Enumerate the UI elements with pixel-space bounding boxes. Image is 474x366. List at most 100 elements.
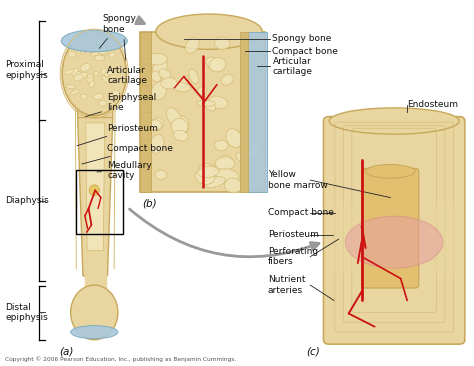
Text: Compact bone: Compact bone	[82, 144, 173, 164]
Text: Spongy
bone: Spongy bone	[99, 14, 136, 48]
Ellipse shape	[151, 117, 164, 131]
Ellipse shape	[104, 72, 110, 77]
Ellipse shape	[226, 129, 242, 147]
Ellipse shape	[161, 78, 177, 89]
Ellipse shape	[96, 40, 103, 45]
Ellipse shape	[215, 159, 227, 171]
Ellipse shape	[68, 52, 76, 57]
Ellipse shape	[209, 57, 226, 72]
Ellipse shape	[198, 166, 219, 178]
Ellipse shape	[147, 53, 167, 65]
Ellipse shape	[66, 85, 75, 89]
Ellipse shape	[171, 119, 188, 135]
Ellipse shape	[151, 71, 161, 82]
Text: Articular
cartilage: Articular cartilage	[273, 57, 312, 76]
Ellipse shape	[185, 38, 199, 53]
Ellipse shape	[195, 170, 215, 184]
Ellipse shape	[87, 75, 93, 82]
Ellipse shape	[215, 157, 235, 170]
Text: (a): (a)	[60, 346, 74, 356]
Text: Medullary
cavity: Medullary cavity	[97, 161, 152, 180]
FancyBboxPatch shape	[140, 32, 265, 192]
Ellipse shape	[151, 82, 167, 100]
Ellipse shape	[150, 134, 164, 153]
Ellipse shape	[94, 71, 99, 75]
Ellipse shape	[205, 102, 216, 111]
Ellipse shape	[199, 164, 215, 174]
Ellipse shape	[215, 140, 228, 151]
Ellipse shape	[214, 37, 230, 49]
Ellipse shape	[93, 93, 103, 100]
Ellipse shape	[106, 69, 114, 75]
Ellipse shape	[89, 185, 100, 196]
Ellipse shape	[112, 90, 120, 97]
Bar	[76, 170, 123, 234]
Text: Perforating
fibers: Perforating fibers	[268, 247, 318, 266]
Ellipse shape	[98, 51, 109, 55]
Text: Diaphysis: Diaphysis	[5, 196, 49, 205]
Text: Spongy bone: Spongy bone	[273, 34, 332, 44]
Ellipse shape	[179, 75, 189, 88]
Text: Yellow
bone marrow: Yellow bone marrow	[268, 171, 328, 190]
Ellipse shape	[172, 82, 191, 92]
Ellipse shape	[99, 51, 107, 54]
Text: Periosteum: Periosteum	[77, 124, 158, 146]
Ellipse shape	[81, 51, 85, 54]
Ellipse shape	[204, 176, 225, 187]
Text: Proximal
epiphysis: Proximal epiphysis	[5, 60, 48, 80]
Ellipse shape	[155, 170, 167, 180]
Text: Copyright © 2006 Pearson Education, Inc., publishing as Benjamin Cummings.: Copyright © 2006 Pearson Education, Inc.…	[5, 356, 237, 362]
Text: Compact bone: Compact bone	[273, 46, 338, 56]
Ellipse shape	[90, 48, 95, 52]
Ellipse shape	[99, 100, 107, 106]
Text: (b): (b)	[143, 198, 157, 208]
Ellipse shape	[101, 76, 110, 83]
FancyBboxPatch shape	[140, 32, 151, 192]
Ellipse shape	[62, 32, 127, 116]
Ellipse shape	[75, 71, 82, 77]
Text: Endosteum: Endosteum	[407, 100, 458, 109]
FancyBboxPatch shape	[323, 117, 465, 344]
Ellipse shape	[173, 130, 189, 141]
Ellipse shape	[166, 108, 182, 127]
Ellipse shape	[197, 100, 215, 106]
Ellipse shape	[71, 285, 118, 340]
Ellipse shape	[219, 155, 232, 165]
Ellipse shape	[87, 74, 93, 78]
Ellipse shape	[206, 165, 221, 175]
Text: Compact bone: Compact bone	[268, 208, 334, 217]
Ellipse shape	[153, 60, 167, 75]
Ellipse shape	[206, 57, 223, 72]
Text: (c): (c)	[306, 346, 319, 356]
Ellipse shape	[216, 169, 239, 182]
Ellipse shape	[61, 30, 127, 52]
Ellipse shape	[64, 70, 73, 74]
Ellipse shape	[209, 96, 228, 108]
FancyBboxPatch shape	[331, 205, 457, 273]
Text: Periosteum: Periosteum	[268, 230, 319, 239]
Ellipse shape	[72, 68, 78, 76]
Ellipse shape	[101, 50, 107, 55]
Ellipse shape	[244, 142, 260, 157]
Ellipse shape	[80, 64, 91, 71]
Ellipse shape	[236, 152, 251, 162]
Ellipse shape	[73, 74, 83, 81]
Ellipse shape	[189, 69, 199, 84]
Polygon shape	[77, 105, 113, 276]
Ellipse shape	[346, 216, 443, 268]
Ellipse shape	[89, 80, 95, 87]
Ellipse shape	[80, 94, 87, 99]
FancyBboxPatch shape	[240, 32, 248, 192]
Ellipse shape	[91, 51, 101, 56]
Ellipse shape	[156, 14, 262, 49]
Ellipse shape	[329, 108, 459, 134]
Ellipse shape	[159, 69, 171, 79]
Ellipse shape	[71, 89, 79, 95]
Ellipse shape	[109, 53, 116, 58]
Ellipse shape	[231, 131, 242, 139]
Text: Articular
cartilage: Articular cartilage	[107, 40, 147, 85]
Ellipse shape	[101, 68, 109, 75]
Ellipse shape	[71, 326, 118, 339]
Ellipse shape	[78, 72, 87, 78]
Ellipse shape	[149, 120, 162, 130]
